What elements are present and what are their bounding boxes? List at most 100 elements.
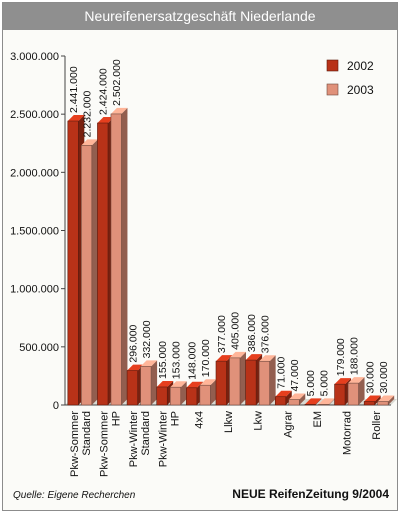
data-label: 405.000: [230, 312, 242, 350]
x-tick-label: Standard: [140, 411, 152, 456]
bar-side: [180, 381, 187, 405]
bar-2003-1: [110, 113, 122, 406]
data-label: 386.000: [246, 314, 258, 352]
bar-top: [334, 378, 352, 385]
y-tick-label: 0: [53, 400, 59, 412]
legend-swatch-2003: [326, 83, 339, 96]
bar-top: [140, 360, 158, 367]
bar-side: [240, 351, 246, 405]
x-tick-label: 4x4: [193, 411, 205, 429]
bar-2002-9: [334, 383, 346, 406]
bar-top: [288, 393, 306, 400]
x-tick-label: Pkw-Sommer: [98, 411, 110, 477]
x-tick-label: Roller: [371, 411, 383, 440]
bar-top: [186, 381, 203, 388]
bar-2002-5: [215, 360, 227, 406]
bar-chart: 0 500.000 1.000.000 1.500.000 2.000.000 2.500…: [10, 51, 397, 477]
bar-2002-7: [274, 396, 287, 406]
bar-2002-1: [97, 122, 109, 406]
x-tick-label: Llkw: [223, 411, 235, 433]
bar-2002-6: [245, 359, 257, 406]
bar-side: [299, 393, 306, 405]
data-label: 30.000: [364, 361, 376, 393]
data-label: 5.000: [319, 370, 331, 396]
bar-2003-5: [229, 357, 241, 406]
x-tick-label: HP: [170, 411, 182, 426]
bar-top: [127, 364, 144, 371]
bar-side: [315, 398, 322, 405]
data-label: 2.502.000: [111, 59, 123, 106]
bar-top: [275, 390, 292, 397]
data-label: 377.000: [216, 315, 228, 353]
bar-side: [374, 395, 381, 405]
bar-top: [245, 354, 263, 361]
bar-side: [285, 390, 292, 405]
data-label: 47.000: [289, 359, 301, 391]
x-tick-label: Pkw-Winter: [158, 411, 170, 468]
bar-2002-8: [304, 404, 316, 406]
bar-top: [364, 395, 381, 402]
bar-top: [170, 381, 187, 388]
bar-top: [67, 115, 85, 122]
bar-2003-2: [140, 366, 152, 406]
bar-top: [348, 377, 365, 384]
legend-swatch-2002: [326, 59, 339, 72]
y-tick-label: 2.000.000: [10, 167, 59, 179]
bar-2002-4: [186, 387, 198, 406]
x-tick-label: Agrar: [282, 411, 294, 438]
x-tick-label: Lkw: [253, 411, 265, 431]
data-label: 30.000: [378, 361, 390, 393]
x-tick-label: HP: [110, 411, 122, 426]
bar-2002-0: [67, 120, 79, 406]
data-label: 332.000: [141, 320, 153, 358]
data-label: 2.232.000: [82, 90, 94, 137]
bar-top: [110, 107, 128, 114]
data-label: 376.000: [259, 315, 271, 353]
y-tick-label: 1.500.000: [10, 226, 59, 238]
bar-2002-3: [156, 386, 168, 406]
bar-top: [229, 351, 246, 358]
bar-side: [121, 107, 128, 406]
bar-side: [358, 377, 365, 405]
data-label: 170.000: [200, 339, 212, 377]
bar-top: [318, 398, 335, 405]
bar-2003-9: [347, 382, 359, 406]
bar-top: [304, 398, 322, 405]
bar-2003-0: [81, 145, 93, 406]
bar-2003-6: [258, 360, 270, 406]
x-tick-label: Pkw-Winter: [128, 411, 140, 468]
data-label: 179.000: [335, 338, 347, 376]
y-tick-label: 500.000: [19, 342, 59, 354]
bar-side: [210, 379, 217, 405]
bar-side: [388, 395, 395, 405]
data-label: 155.000: [157, 341, 169, 379]
bar-2003-7: [288, 399, 300, 406]
y-tick-label: 3.000.000: [10, 51, 59, 63]
data-label: 148.000: [187, 342, 199, 380]
data-label: 296.000: [127, 324, 139, 362]
bar-2002-10: [363, 401, 375, 406]
data-label: 188.000: [348, 337, 360, 375]
y-tick-label: 1.000.000: [10, 284, 59, 296]
source-note: Quelle: Eigene Recherchen: [13, 490, 136, 501]
data-label: 5.000: [305, 370, 317, 396]
bar-top: [259, 355, 276, 362]
bar-side: [151, 360, 158, 405]
bar-top: [199, 379, 217, 386]
bar-top: [81, 139, 98, 146]
bar-2003-10: [377, 401, 389, 406]
legend-label-2002: 2002: [347, 59, 374, 73]
bar-top: [156, 380, 174, 387]
y-tick-label: 2.500.000: [10, 109, 59, 121]
chart-title: Neureifenersatzgeschäft Niederlande: [3, 3, 397, 30]
data-label: 153.000: [170, 341, 182, 379]
bar-side: [269, 355, 276, 405]
bar-2003-8: [318, 404, 330, 406]
bar-2003-3: [169, 386, 182, 406]
bar-side: [91, 139, 98, 405]
bar-top: [97, 117, 114, 124]
bar-2002-2: [126, 370, 138, 406]
x-tick-label: Motorrad: [342, 411, 354, 455]
data-label: 71.000: [276, 356, 288, 388]
